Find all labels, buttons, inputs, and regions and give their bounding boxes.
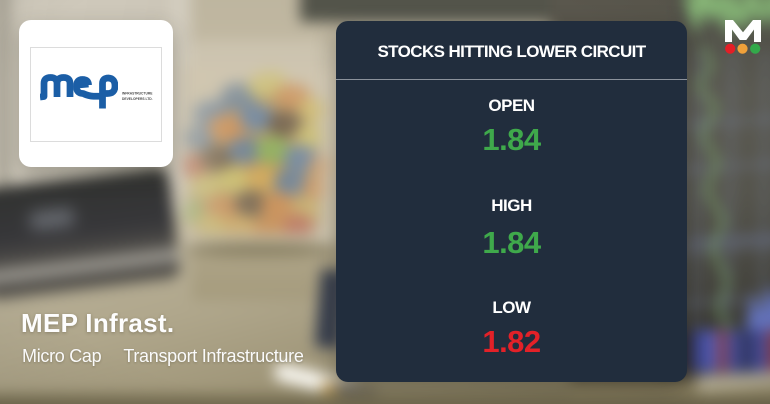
svg-text:INFRASTRUCTURE: INFRASTRUCTURE [122, 92, 153, 96]
svg-text:DEVELOPERS LTD.: DEVELOPERS LTD. [122, 97, 153, 101]
